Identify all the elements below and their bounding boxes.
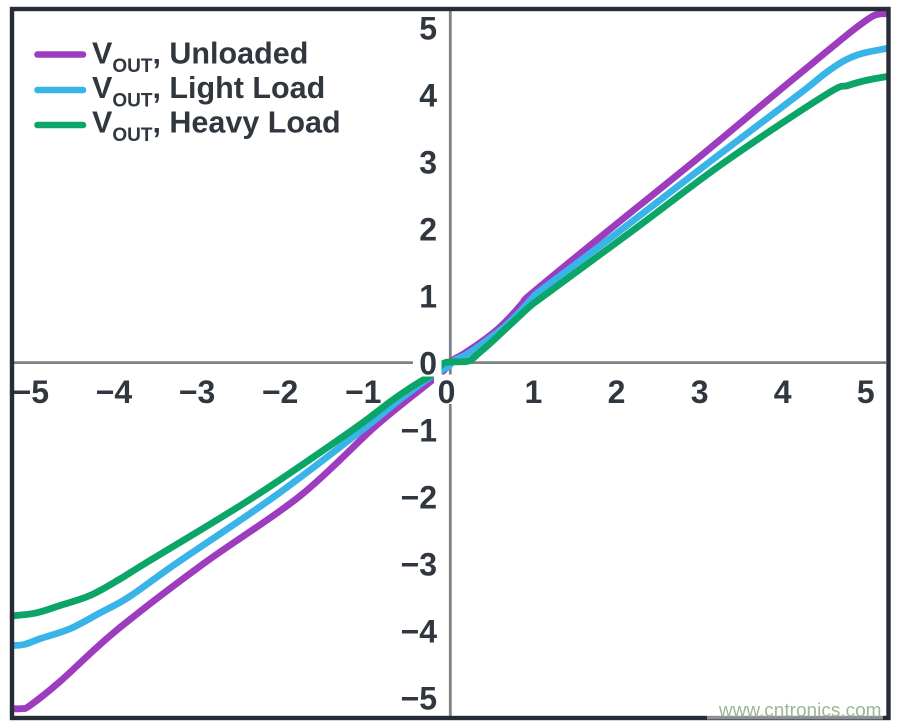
svg-text:1: 1 xyxy=(419,279,437,315)
svg-text:0: 0 xyxy=(419,346,437,382)
svg-text:−2: −2 xyxy=(401,480,437,516)
svg-text:4: 4 xyxy=(774,374,792,410)
svg-text:−2: −2 xyxy=(262,374,298,410)
svg-text:−5: −5 xyxy=(13,374,49,410)
svg-text:−3: −3 xyxy=(401,547,437,583)
svg-text:−4: −4 xyxy=(96,374,133,410)
svg-text:−5: −5 xyxy=(401,681,437,717)
svg-text:−3: −3 xyxy=(179,374,215,410)
svg-text:−1: −1 xyxy=(401,413,437,449)
svg-text:5: 5 xyxy=(857,374,875,410)
svg-text:www.cntronics.com: www.cntronics.com xyxy=(718,701,882,722)
svg-text:4: 4 xyxy=(419,78,437,114)
svg-text:0: 0 xyxy=(438,374,456,410)
svg-text:2: 2 xyxy=(608,374,626,410)
svg-text:3: 3 xyxy=(419,145,437,181)
svg-text:2: 2 xyxy=(419,212,437,248)
svg-text:3: 3 xyxy=(691,374,709,410)
svg-text:−4: −4 xyxy=(401,614,438,650)
svg-text:5: 5 xyxy=(419,11,437,47)
svg-text:1: 1 xyxy=(525,374,543,410)
svg-text:−1: −1 xyxy=(345,374,381,410)
